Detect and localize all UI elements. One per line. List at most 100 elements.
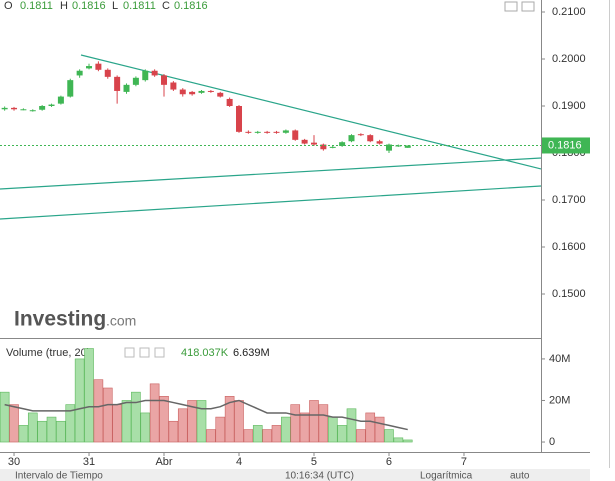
candle-body (132, 77, 139, 85)
candle-body (254, 131, 261, 133)
volume-bar (9, 404, 19, 443)
volume-bar (281, 416, 291, 443)
last-price-box (542, 137, 590, 154)
volume-bar (234, 400, 244, 443)
volume-bar (27, 412, 38, 443)
legend-key: O (4, 0, 13, 12)
volume-bar (112, 404, 122, 443)
candle-body (11, 107, 18, 110)
x-tick-label: 31 (83, 456, 95, 468)
volume-bar (384, 429, 394, 443)
candle-body (339, 142, 346, 146)
y-tick-label: 0.2100 (552, 6, 586, 18)
footer-interval[interactable]: Intervalo de Tiempo (15, 471, 103, 481)
candle-body (320, 144, 327, 150)
volume-bar (309, 400, 319, 443)
candle-body (67, 80, 74, 97)
candle-body (236, 105, 243, 132)
candle-body (217, 92, 224, 97)
volume-bar (159, 396, 169, 443)
candle-body (76, 70, 83, 76)
candle-body (245, 131, 252, 133)
legend-value: 0.1811 (123, 0, 156, 12)
candle-body (123, 84, 130, 92)
candle-body (367, 135, 374, 142)
x-tick-label: 4 (236, 456, 242, 468)
volume-bar (18, 425, 29, 443)
candle-body (310, 142, 317, 145)
y-tick-label: 0.1500 (552, 288, 586, 300)
volume-bar (365, 412, 376, 443)
x-tick-label: 7 (461, 456, 467, 468)
volume-bar (271, 425, 282, 443)
volume-bar (149, 383, 160, 443)
icon[interactable] (521, 1, 535, 12)
volume-bar (356, 429, 366, 443)
volume-bar (224, 396, 235, 443)
footer-time: 10:16:34 (UTC) (285, 471, 354, 481)
logo: Investing (14, 308, 106, 331)
volume-bar (74, 358, 85, 443)
candle-body (179, 89, 186, 95)
volume-bar (102, 387, 113, 443)
volume-bar (243, 429, 254, 443)
volume-bar (299, 412, 310, 443)
footer-auto[interactable]: auto (510, 471, 530, 481)
volume-bar (196, 400, 207, 443)
volume-bar (327, 416, 338, 443)
candle-body (20, 109, 27, 111)
candle-body (198, 90, 205, 93)
volume-bar (337, 425, 347, 443)
candle-body (39, 105, 46, 110)
x-tick-label: 30 (8, 456, 20, 468)
icon[interactable] (504, 1, 518, 12)
legend-key: C (162, 0, 170, 12)
candle-body (1, 107, 8, 110)
candle-body (161, 75, 168, 85)
volume-bar (84, 348, 94, 443)
volume-bar (121, 400, 132, 443)
icon[interactable] (154, 347, 165, 358)
footer-scale[interactable]: Logarítmica (420, 471, 473, 481)
icon[interactable] (139, 347, 150, 358)
volume-bar (37, 420, 47, 443)
y-tick-label: 40M (549, 353, 570, 365)
last-price-label: 0.1816 (548, 139, 582, 151)
volume-bar (374, 416, 385, 443)
legend-value: 0.1816 (174, 0, 208, 12)
x-tick-label: Abr (155, 456, 172, 468)
volume-bar (93, 379, 104, 443)
volume-title: Volume (true, 20) (6, 347, 90, 359)
volume-bar (187, 400, 197, 443)
candle-body (226, 98, 233, 106)
candle-body (104, 69, 111, 77)
candle-body (273, 131, 280, 133)
y-tick-label: 20M (549, 394, 570, 406)
volume-ma (4, 399, 408, 431)
trend-line (0, 157, 542, 190)
legend-key: H (60, 0, 68, 12)
footer-bar (0, 469, 590, 481)
volume-ma-readout: 6.639M (233, 347, 270, 359)
candle-body (170, 82, 177, 90)
candle-body (329, 146, 336, 148)
volume-bar (402, 439, 413, 443)
candle-body (292, 130, 299, 140)
volume-bar (140, 412, 151, 443)
volume-bar (206, 429, 216, 443)
y-tick-label: 0.1700 (552, 194, 586, 206)
volume-bar (0, 391, 10, 443)
volume-bar (318, 404, 329, 443)
legend-value: 0.1816 (72, 0, 106, 12)
candle-body (57, 96, 64, 104)
y-tick-label: 0.1900 (552, 100, 586, 112)
candle-body (301, 139, 308, 144)
candle-body (48, 104, 55, 106)
icon[interactable] (124, 347, 135, 358)
volume-bar (290, 404, 301, 443)
volume-bar (131, 391, 141, 443)
volume-bar (56, 420, 66, 443)
volume-bar (393, 437, 404, 443)
trend-line (0, 185, 542, 220)
